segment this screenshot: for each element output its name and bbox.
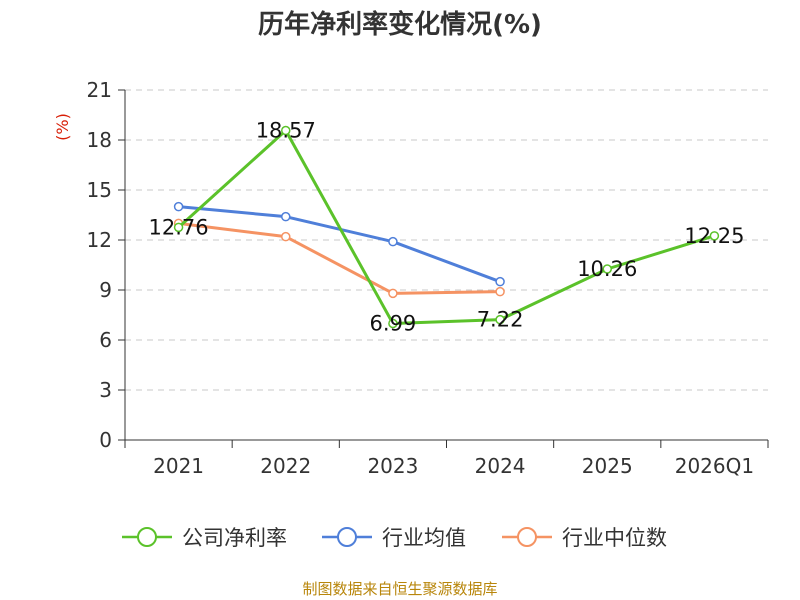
- y-tick-label: 3: [99, 378, 112, 402]
- legend-marker: [517, 527, 537, 547]
- data-point: [495, 314, 505, 325]
- x-tick-label: 2025: [582, 454, 633, 478]
- series-line: [177, 129, 715, 325]
- legend: 公司净利率 行业均值 行业中位数: [122, 526, 667, 550]
- legend-item: 行业中位数: [502, 526, 667, 550]
- series-1: [173, 201, 505, 287]
- data-point: [495, 276, 505, 287]
- data-labels: 12.76 18.57 6.99 7.22 10.26 12.25: [149, 119, 745, 336]
- y-tick-label: 6: [99, 328, 112, 352]
- legend-label: 公司净利率: [182, 526, 287, 550]
- legend-label: 行业均值: [382, 526, 466, 550]
- data-point: [173, 201, 184, 212]
- data-label: 6.99: [370, 312, 417, 336]
- data-point: [495, 286, 505, 297]
- data-point: [388, 318, 398, 329]
- data-label: 7.22: [477, 308, 524, 332]
- x-tick-label: 2024: [475, 454, 526, 478]
- y-tick-label: 18: [87, 128, 112, 152]
- series-0: [173, 125, 720, 329]
- legend-label: 行业中位数: [562, 526, 667, 550]
- data-label: 18.57: [256, 119, 316, 143]
- data-point: [602, 264, 612, 274]
- y-tick-label: 0: [99, 428, 112, 452]
- y-tick-label: 9: [99, 278, 112, 302]
- chart-title: 历年净利率变化情况(%): [258, 9, 542, 40]
- data-label: 10.26: [577, 257, 637, 281]
- data-point: [173, 222, 184, 233]
- data-point: [281, 211, 291, 222]
- y-tick-label: 21: [87, 78, 112, 102]
- data-point: [388, 288, 398, 299]
- y-axis-label: (%): [53, 113, 72, 141]
- legend-marker: [337, 527, 357, 547]
- grid-lines: [125, 89, 768, 391]
- data-label: 12.76: [149, 215, 209, 239]
- x-tick-label: 2023: [367, 454, 418, 478]
- data-point: [709, 231, 720, 241]
- series-line: [178, 221, 501, 295]
- data-point: [281, 231, 291, 242]
- x-tick-label: 2021: [153, 454, 204, 478]
- legend-item: 行业均值: [322, 526, 466, 550]
- y-tick-label: 12: [87, 228, 112, 252]
- x-tick-label: 2026Q1: [675, 454, 754, 478]
- data-point: [388, 236, 398, 247]
- series-layer: [173, 125, 720, 329]
- data-point: [281, 125, 291, 136]
- y-tick-label: 15: [87, 178, 112, 202]
- legend-item: 公司净利率: [122, 526, 287, 550]
- legend-marker: [137, 527, 157, 547]
- series-2: [173, 218, 505, 299]
- source-footer: 制图数据来自恒生聚源数据库: [302, 580, 497, 598]
- axes: 0 3 6 9 12 15 18 21 2021 2022 2023 2024 2025 2026Q1: [87, 78, 769, 478]
- series-line: [178, 205, 501, 284]
- x-tick-label: 2022: [260, 454, 311, 478]
- data-label: 12.25: [684, 224, 744, 248]
